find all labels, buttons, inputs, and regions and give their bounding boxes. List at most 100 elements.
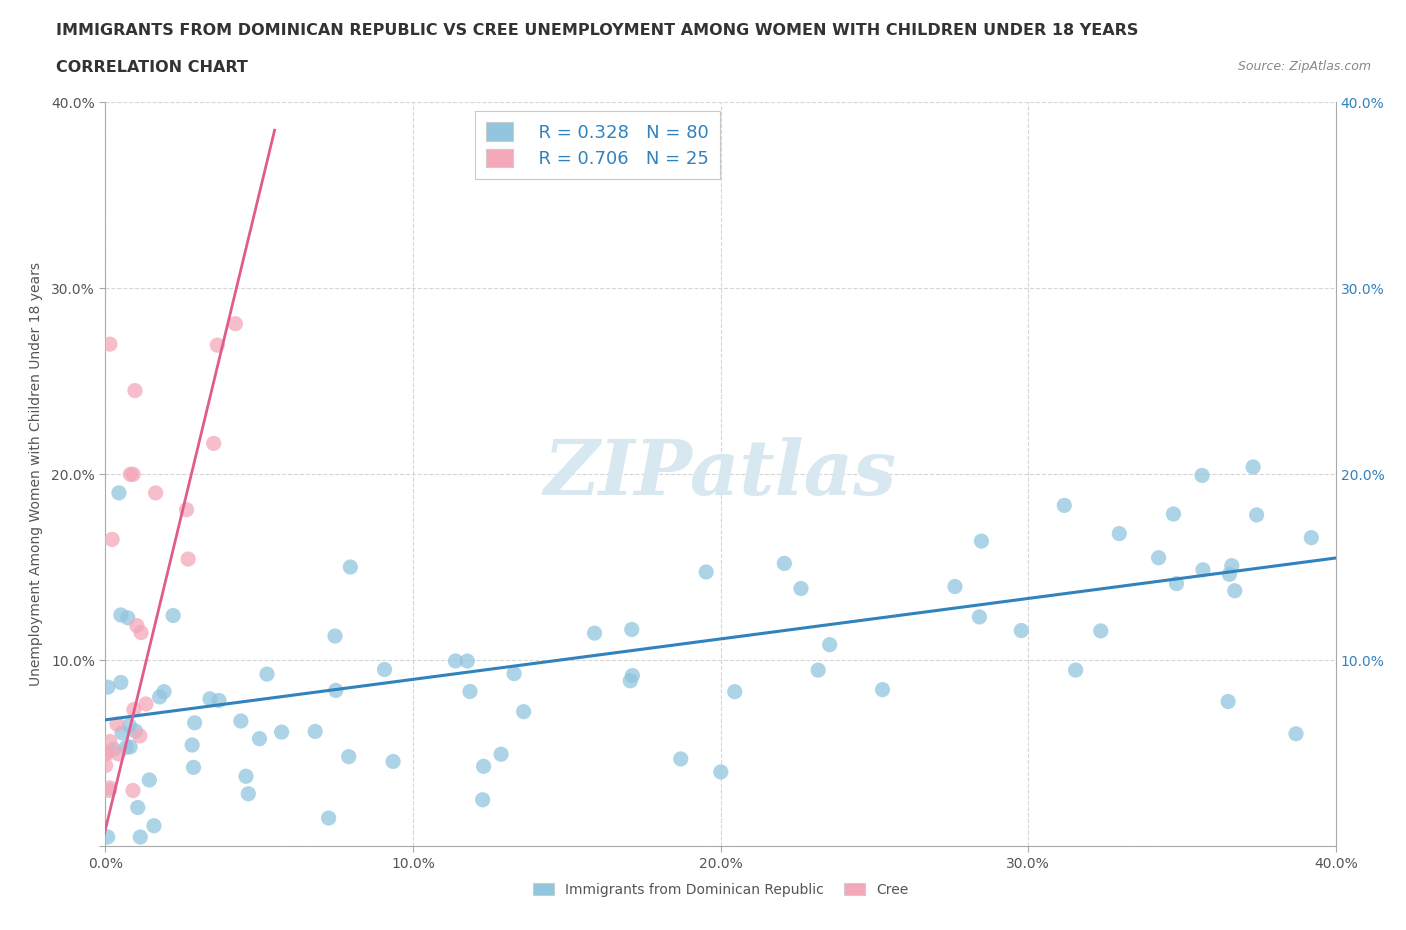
Point xyxy=(323,629,346,644)
Point xyxy=(969,609,991,624)
Point xyxy=(710,764,733,779)
Point xyxy=(1053,498,1076,512)
Point xyxy=(503,666,526,681)
Point xyxy=(1147,551,1170,565)
Text: Source: ZipAtlas.com: Source: ZipAtlas.com xyxy=(1237,60,1371,73)
Point xyxy=(1166,577,1188,591)
Point xyxy=(1220,558,1243,573)
Point xyxy=(669,751,692,766)
Point xyxy=(621,668,644,683)
Point xyxy=(620,622,643,637)
Point xyxy=(94,758,117,773)
Point xyxy=(1216,694,1239,709)
Point xyxy=(107,747,129,762)
Point xyxy=(177,551,200,566)
Point xyxy=(110,607,132,622)
Point xyxy=(142,818,165,833)
Point xyxy=(124,724,146,738)
Point xyxy=(97,830,120,844)
Point xyxy=(120,467,142,482)
Point xyxy=(456,654,478,669)
Point xyxy=(1191,468,1213,483)
Point xyxy=(98,337,121,352)
Point xyxy=(970,534,993,549)
Point xyxy=(117,610,139,625)
Point xyxy=(1064,663,1087,678)
Point xyxy=(818,637,841,652)
Point xyxy=(318,811,340,826)
Point xyxy=(207,338,229,352)
Point xyxy=(162,608,184,623)
Point xyxy=(122,467,145,482)
Point xyxy=(325,683,347,698)
Point xyxy=(98,783,121,798)
Point xyxy=(118,718,141,733)
Point xyxy=(337,750,360,764)
Point xyxy=(122,702,145,717)
Point xyxy=(943,579,966,594)
Point xyxy=(183,760,205,775)
Point xyxy=(103,742,125,757)
Point xyxy=(181,737,204,752)
Point xyxy=(96,746,118,761)
Point xyxy=(229,713,252,728)
Point xyxy=(97,680,120,695)
Point xyxy=(790,581,813,596)
Point xyxy=(471,792,494,807)
Text: ZIPatlas: ZIPatlas xyxy=(544,437,897,512)
Legend: Immigrants from Dominican Republic, Cree: Immigrants from Dominican Republic, Cree xyxy=(527,878,914,903)
Point xyxy=(270,724,292,739)
Point xyxy=(202,436,225,451)
Text: CORRELATION CHART: CORRELATION CHART xyxy=(56,60,247,75)
Point xyxy=(1223,583,1246,598)
Point xyxy=(128,728,150,743)
Point xyxy=(238,787,260,802)
Point xyxy=(583,626,606,641)
Point xyxy=(382,754,405,769)
Point xyxy=(1246,508,1268,523)
Point xyxy=(1108,526,1130,541)
Point xyxy=(1192,563,1215,578)
Point xyxy=(125,618,148,633)
Point xyxy=(94,746,117,761)
Point xyxy=(129,830,152,844)
Point xyxy=(105,717,128,732)
Point xyxy=(176,502,198,517)
Point xyxy=(129,625,152,640)
Point xyxy=(149,689,172,704)
Point xyxy=(1218,567,1240,582)
Point xyxy=(256,667,278,682)
Point xyxy=(120,739,142,754)
Point xyxy=(98,780,121,795)
Point xyxy=(138,773,160,788)
Point xyxy=(512,704,534,719)
Point xyxy=(127,800,149,815)
Y-axis label: Unemployment Among Women with Children Under 18 years: Unemployment Among Women with Children U… xyxy=(30,262,42,686)
Point xyxy=(145,485,167,500)
Point xyxy=(472,759,495,774)
Point xyxy=(183,715,205,730)
Point xyxy=(98,734,121,749)
Point xyxy=(619,673,641,688)
Point xyxy=(224,316,246,331)
Point xyxy=(1090,623,1112,638)
Point xyxy=(489,747,512,762)
Point xyxy=(249,731,271,746)
Point xyxy=(108,485,131,500)
Point xyxy=(374,662,396,677)
Point xyxy=(1285,726,1308,741)
Point xyxy=(773,556,796,571)
Point xyxy=(724,684,747,699)
Point xyxy=(304,724,326,738)
Point xyxy=(135,697,157,711)
Point xyxy=(458,684,481,699)
Point xyxy=(1301,530,1323,545)
Point xyxy=(807,663,830,678)
Text: IMMIGRANTS FROM DOMINICAN REPUBLIC VS CREE UNEMPLOYMENT AMONG WOMEN WITH CHILDRE: IMMIGRANTS FROM DOMINICAN REPUBLIC VS CR… xyxy=(56,23,1139,38)
Point xyxy=(124,383,146,398)
Point xyxy=(1241,459,1264,474)
Point xyxy=(444,654,467,669)
Point xyxy=(111,725,134,740)
Point xyxy=(198,691,221,706)
Point xyxy=(122,783,145,798)
